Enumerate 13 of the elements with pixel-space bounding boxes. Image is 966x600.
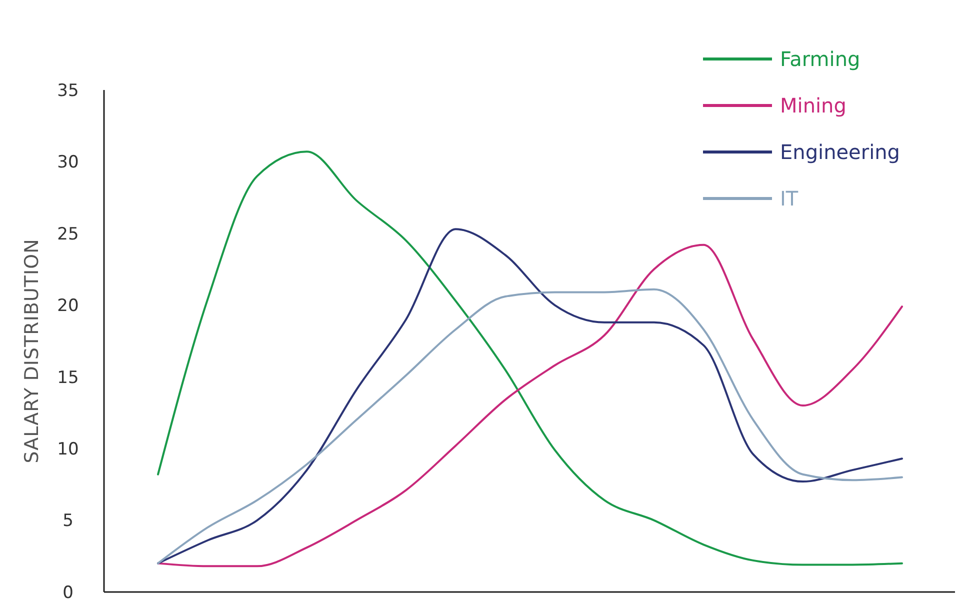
y-tick-label: 35 [57, 80, 79, 101]
y-tick-label: 15 [57, 368, 79, 388]
legend-label: IT [780, 186, 799, 210]
y-tick-label: 10 [57, 440, 79, 460]
legend-label: Mining [780, 94, 846, 118]
y-tick-label: 5 [62, 511, 74, 532]
y-tick-label: 25 [57, 224, 79, 244]
y-tick-label: 0 [62, 582, 74, 600]
y-tick-label: 30 [57, 152, 79, 173]
y-tick-label: 20 [57, 296, 79, 316]
legend-label: Farming [780, 47, 860, 71]
y-axis-title: SALARY DISTRIBUTION [21, 238, 43, 464]
legend-label: Engineering [780, 140, 900, 164]
